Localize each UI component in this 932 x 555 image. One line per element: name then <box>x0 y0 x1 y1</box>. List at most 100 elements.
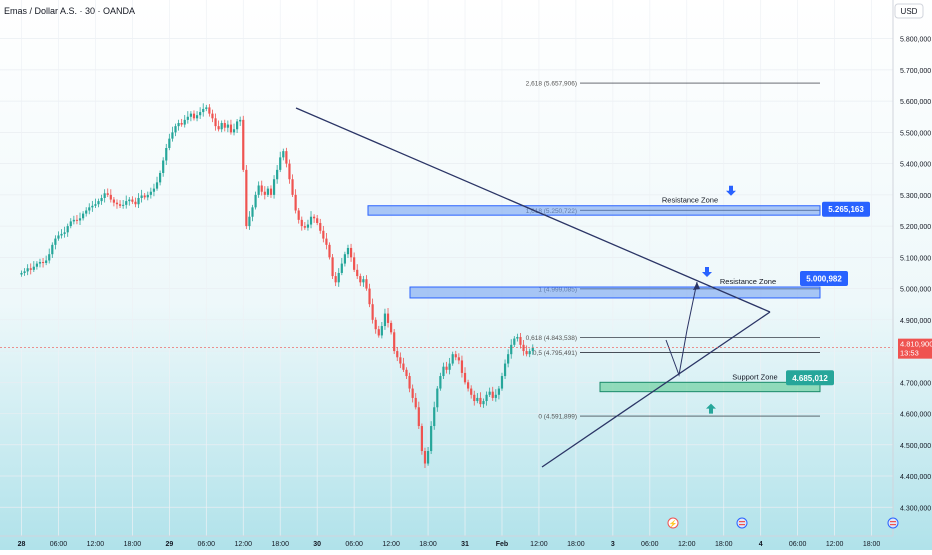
candle-body <box>186 116 189 120</box>
y-tick-label: 4.900,000 <box>900 318 931 325</box>
x-tick-label: 12:00 <box>530 541 548 548</box>
price-zones[interactable]: Resistance Zone 5.265,163 Resistance Zone 5… <box>367 185 870 414</box>
x-tick-label: 06:00 <box>345 541 363 548</box>
candle-body <box>248 216 251 227</box>
candle-body <box>263 191 266 195</box>
zone-rect[interactable] <box>367 205 821 216</box>
candle-body <box>309 216 313 225</box>
candle-body <box>365 279 368 289</box>
candle-body <box>97 201 100 205</box>
projection-path[interactable] <box>0 281 893 377</box>
candle-body <box>485 394 488 402</box>
zone-rect[interactable] <box>409 286 821 299</box>
candle-body <box>525 351 528 355</box>
candle-body <box>106 193 109 195</box>
currency-button[interactable]: USD <box>894 3 924 19</box>
candle-body <box>414 397 417 408</box>
candle-body <box>146 194 149 198</box>
y-tick-label: 5.800,000 <box>900 37 931 44</box>
candle-body <box>20 272 23 275</box>
candle-body <box>82 213 85 219</box>
candle-body <box>531 347 534 352</box>
candle-body <box>137 197 140 205</box>
descending-trendline[interactable] <box>295 107 771 313</box>
candle-body <box>165 148 168 161</box>
x-tick-label: 06:00 <box>789 541 807 548</box>
candle-body <box>433 407 436 427</box>
candle-body <box>279 157 282 170</box>
trendlines[interactable] <box>295 107 771 468</box>
x-tick-label: 12:00 <box>87 541 105 548</box>
candle-body <box>491 391 494 398</box>
candle-body <box>183 119 186 125</box>
candle-body <box>386 313 390 323</box>
candle-body <box>199 112 202 116</box>
candle-body <box>353 257 356 270</box>
ascending-trendline[interactable] <box>541 311 771 468</box>
candle-body <box>63 232 66 234</box>
x-tick-label: 06:00 <box>641 541 659 548</box>
candle-body <box>57 235 60 239</box>
zone-rect[interactable] <box>599 381 821 393</box>
x-tick-label: 12:00 <box>826 541 844 548</box>
candle-body <box>35 263 38 267</box>
candle-body <box>226 124 229 128</box>
currency-label[interactable]: USD <box>901 7 918 16</box>
current-price-countdown: 13:53 <box>900 349 919 358</box>
candle-body <box>426 451 430 464</box>
candle-body <box>368 288 371 305</box>
candle-body <box>402 363 405 370</box>
candle-body <box>103 193 106 198</box>
candle-body <box>242 119 245 170</box>
y-tick-label: 5.600,000 <box>900 99 931 106</box>
candle-body <box>497 388 500 395</box>
y-tick-label: 5.000,000 <box>900 287 931 294</box>
candle-body <box>220 123 223 130</box>
candle-body <box>331 257 334 277</box>
candle-body <box>208 107 211 114</box>
candle-body <box>180 123 183 125</box>
candle-body <box>69 221 72 227</box>
x-tick-label: 06:00 <box>50 541 68 548</box>
news-event-icon[interactable]: ⚡ <box>667 517 679 529</box>
candle-body <box>448 363 451 370</box>
candle-body <box>454 354 457 358</box>
candle-body <box>476 397 479 402</box>
candle-body <box>60 233 63 236</box>
us-flag-event-icon[interactable] <box>736 517 748 529</box>
candle-body <box>445 366 448 370</box>
candle-body <box>303 226 306 228</box>
candle-body <box>457 357 460 361</box>
candle-body <box>430 426 433 452</box>
candle-body <box>29 268 32 270</box>
projection-line[interactable] <box>665 281 698 377</box>
candle-body <box>380 326 383 336</box>
candle-body <box>494 394 497 398</box>
candle-body <box>513 338 516 345</box>
candle-body <box>516 337 519 339</box>
us-flag-event-icon-right[interactable] <box>887 517 899 529</box>
candle-body <box>346 247 350 255</box>
candle-body <box>322 230 325 239</box>
candle-body <box>300 219 303 227</box>
x-tick-label: 31 <box>461 541 469 548</box>
candle-body <box>473 394 476 402</box>
candle-body <box>396 351 399 358</box>
y-tick-label: 4.400,000 <box>900 474 931 481</box>
fib-level-label: 2,618 (5.657,906) <box>526 81 577 88</box>
zone-price-tag-text: 5.265,163 <box>828 205 864 214</box>
candle-body <box>328 244 331 258</box>
candle-body <box>377 329 380 336</box>
x-tick-label: 06:00 <box>198 541 216 548</box>
x-tick-label: 29 <box>165 541 173 548</box>
arrow-up-icon <box>706 403 716 414</box>
chart-title: Emas / Dollar A.S. · 30 · OANDA <box>4 6 135 16</box>
current-price-badge: 4.810,900 13:53 <box>898 338 932 359</box>
candle-body <box>482 401 485 405</box>
candle-body <box>356 269 359 277</box>
candle-body <box>359 276 362 283</box>
y-tick-label: 4.700,000 <box>900 380 931 387</box>
